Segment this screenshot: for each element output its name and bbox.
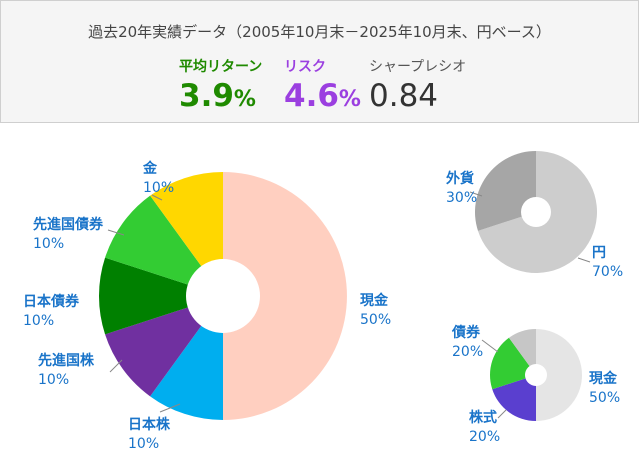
asset-allocation-slice-2 (105, 296, 223, 397)
asset-allocation-pie (98, 172, 347, 420)
label-dev-bond: 先進国債券 10% (33, 216, 103, 254)
label-dev-bond-name: 先進国債券 (33, 217, 103, 233)
label-yen: 円 70% (592, 244, 623, 282)
label-dev-bond-value: 10% (33, 236, 65, 252)
label-type-cash-value: 50% (589, 390, 621, 406)
average-return-value: 3.9% (179, 78, 262, 114)
label-foreign-name: 外貨 (446, 171, 474, 187)
sharpe-ratio-value: 0.84 (369, 78, 439, 114)
label-leader-lines (107, 191, 591, 419)
risk-unit: % (338, 87, 361, 112)
currency-pie (475, 151, 597, 273)
asset-type-center-hole (525, 364, 547, 386)
leader-type-stock (497, 409, 507, 419)
leader-type-bond (481, 339, 499, 353)
asset-allocation-slice-4 (105, 195, 223, 296)
sharpe-ratio: シャープレシオ 0.84 (369, 56, 466, 114)
currency-slice-1 (475, 151, 536, 231)
label-type-cash: 現金 50% (589, 370, 620, 408)
label-japan-stock-name: 日本株 (128, 417, 170, 433)
risk: リスク 4.6% (284, 56, 361, 114)
label-foreign-value: 30% (446, 190, 478, 206)
average-return-label: 平均リターン (179, 59, 263, 75)
label-yen-value: 70% (592, 264, 624, 280)
summary-panel: 過去20年実績データ（2005年10月末－2025年10月末、円ベース） 平均リ… (0, 0, 639, 123)
asset-type-slice-1 (492, 375, 536, 421)
label-cash-value: 50% (360, 312, 392, 328)
label-japan-stock-value: 10% (128, 436, 160, 452)
label-japan-bond-name: 日本債券 (23, 294, 79, 310)
average-return: 平均リターン 3.9% (179, 56, 262, 114)
asset-type-slice-3 (508, 329, 536, 375)
average-return-unit: % (233, 87, 256, 112)
label-gold-name: 金 (143, 161, 157, 177)
leader-yen (577, 257, 591, 263)
label-dev-stock-name: 先進国株 (38, 353, 94, 369)
currency-center-hole (521, 197, 551, 227)
risk-label: リスク (284, 59, 326, 75)
asset-type-slice-0 (536, 329, 582, 421)
label-cash-name: 現金 (360, 293, 388, 309)
asset-type-slice-2 (490, 337, 536, 390)
sharpe-ratio-label: シャープレシオ (369, 59, 467, 75)
asset-allocation-center-hole (186, 259, 260, 333)
label-type-stock: 株式 20% (469, 409, 500, 447)
label-japan-stock: 日本株 10% (128, 416, 170, 454)
label-yen-name: 円 (592, 245, 606, 261)
asset-type-pie (490, 329, 582, 421)
label-foreign: 外貨 30% (446, 170, 477, 208)
leader-dev-stock (109, 359, 123, 373)
label-cash: 現金 50% (360, 292, 391, 330)
label-type-stock-value: 20% (469, 429, 501, 445)
leader-gold (151, 194, 163, 201)
asset-allocation-slice-0 (223, 172, 347, 420)
label-dev-stock: 先進国株 10% (38, 352, 94, 390)
label-gold: 金 10% (143, 160, 174, 198)
asset-allocation-slice-3 (98, 257, 223, 335)
label-type-cash-name: 現金 (589, 371, 617, 387)
label-type-stock-name: 株式 (469, 410, 497, 426)
leader-japan-stock (159, 403, 181, 413)
summary-title: 過去20年実績データ（2005年10月末－2025年10月末、円ベース） (88, 23, 551, 41)
label-type-bond-name: 債券 (452, 325, 480, 341)
label-japan-bond: 日本債券 10% (23, 293, 79, 331)
label-dev-stock-value: 10% (38, 372, 70, 388)
label-type-bond: 債券 20% (452, 324, 483, 362)
leader-dev-bond (107, 229, 125, 236)
label-gold-value: 10% (143, 180, 175, 196)
label-type-bond-value: 20% (452, 344, 484, 360)
risk-number: 4.6 (284, 78, 339, 114)
average-return-number: 3.9 (179, 78, 234, 114)
leader-foreign (469, 191, 483, 197)
label-japan-bond-value: 10% (23, 313, 55, 329)
risk-value: 4.6% (284, 78, 361, 114)
